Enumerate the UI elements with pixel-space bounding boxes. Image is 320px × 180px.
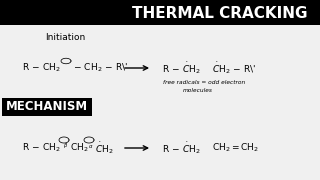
Text: $\dot{C}$H$_2\,-\,$R\': $\dot{C}$H$_2\,-\,$R\' <box>212 60 256 76</box>
Text: free radicals = odd electron: free radicals = odd electron <box>163 80 245 86</box>
Text: MECHANISM: MECHANISM <box>6 100 88 114</box>
Text: R$\,-\,$CH$_2$: R$\,-\,$CH$_2$ <box>22 142 61 154</box>
Text: molecules: molecules <box>183 89 213 93</box>
Bar <box>0 0 320 25</box>
Text: Initiation: Initiation <box>45 33 85 42</box>
Text: R$\,-\,\dot{C}$H$_2$: R$\,-\,\dot{C}$H$_2$ <box>162 140 201 156</box>
Text: $\beta$: $\beta$ <box>63 141 68 150</box>
Text: THERMAL CRACKING: THERMAL CRACKING <box>132 6 308 21</box>
Text: R$\,-\,$CH$_2$: R$\,-\,$CH$_2$ <box>22 62 61 74</box>
Text: CH$_2{=}$CH$_2$: CH$_2{=}$CH$_2$ <box>212 142 259 154</box>
Bar <box>2 98 92 116</box>
Text: CH$_2$: CH$_2$ <box>70 142 89 154</box>
Text: R$\,-\,\dot{C}$H$_2$: R$\,-\,\dot{C}$H$_2$ <box>162 60 201 76</box>
Text: $\,-\,$CH$_2\,-\,$R\': $\,-\,$CH$_2\,-\,$R\' <box>70 62 128 74</box>
Text: $\alpha$: $\alpha$ <box>88 143 93 150</box>
Text: $\dot{C}$H$_2$: $\dot{C}$H$_2$ <box>95 140 114 156</box>
